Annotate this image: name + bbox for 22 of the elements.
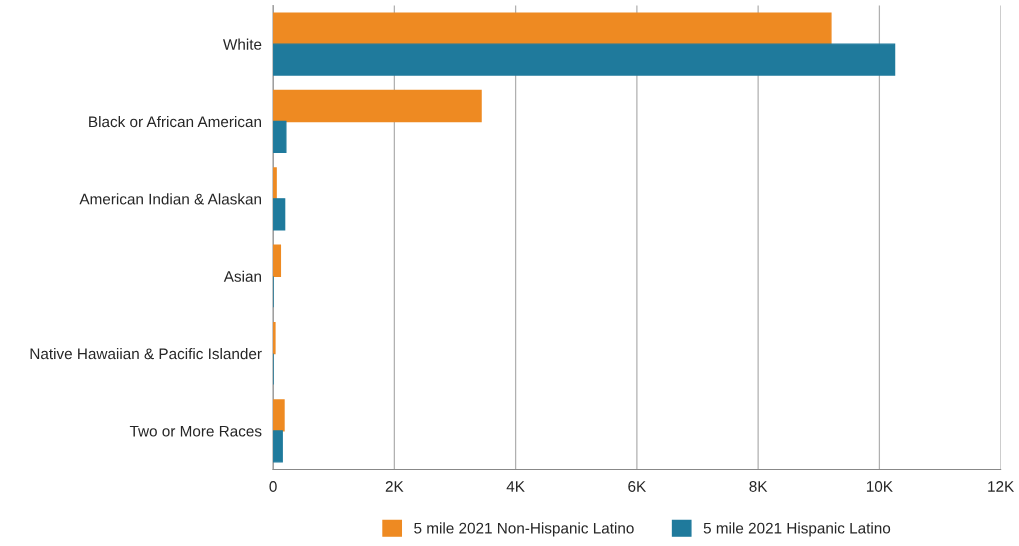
bar <box>273 43 896 76</box>
legend-label: 5 mile 2021 Non-Hispanic Latino <box>414 522 634 537</box>
x-tick-label: 2K <box>385 481 404 492</box>
y-tick-label: White <box>223 38 262 50</box>
legend-label: 5 mile 2021 Hispanic Latino <box>703 522 891 537</box>
bar <box>273 430 283 463</box>
x-tick-label: 10K <box>866 481 893 492</box>
x-tick-label: 4K <box>506 481 525 492</box>
bar <box>273 12 832 45</box>
y-tick-label: Two or More Races <box>129 425 262 437</box>
x-tick-label: 0 <box>269 481 277 492</box>
bar <box>273 120 287 154</box>
bar <box>273 399 285 432</box>
x-tick-label: 8K <box>749 481 768 492</box>
bar <box>273 89 482 123</box>
x-tick-label: 12K <box>988 481 1015 492</box>
y-tick-label: American Indian & Alaskan <box>79 193 261 205</box>
y-tick-label: Asian <box>223 270 261 282</box>
x-tick-label: 6K <box>628 481 647 492</box>
y-tick-label: Black or African American <box>89 115 261 128</box>
y-tick-label: Native Hawaiian & Pacific Islander <box>30 348 262 360</box>
bar <box>273 198 286 231</box>
